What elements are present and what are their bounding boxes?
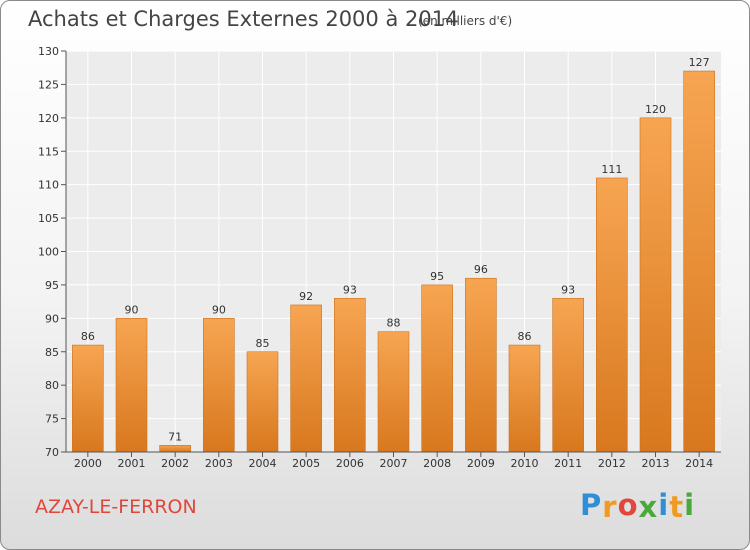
x-tick-label: 2007 [380, 457, 408, 470]
bar-value-label: 92 [299, 290, 313, 303]
logo-letter: i [658, 488, 670, 522]
y-tick-label: 130 [38, 45, 59, 58]
x-tick-label: 2011 [554, 457, 582, 470]
bar-value-label: 90 [125, 303, 139, 316]
bar-value-label: 93 [343, 283, 357, 296]
x-tick-label: 2009 [467, 457, 495, 470]
bar-value-label: 71 [168, 430, 182, 443]
logo-letter: t [669, 490, 685, 524]
bar-value-label: 86 [518, 330, 532, 343]
place-name: AZAY-LE-FERRON [35, 496, 197, 518]
bar [290, 304, 322, 453]
y-tick-label: 105 [38, 212, 59, 225]
x-tick-label: 2012 [598, 457, 626, 470]
bar [596, 177, 628, 453]
bar-value-label: 88 [387, 317, 401, 330]
bar [115, 318, 148, 453]
bar [159, 445, 191, 453]
y-tick-label: 100 [38, 246, 59, 259]
x-tick-label: 2000 [74, 457, 102, 470]
y-tick-label: 70 [45, 446, 59, 459]
logo-letter: o [617, 488, 639, 522]
bar [639, 117, 672, 453]
y-tick-label: 75 [45, 413, 59, 426]
bar-value-label: 95 [430, 270, 444, 283]
x-tick-label: 2006 [336, 457, 364, 470]
bar [203, 318, 235, 453]
bar [72, 344, 104, 453]
logo-letter: x [638, 490, 659, 524]
y-tick-label: 110 [38, 179, 59, 192]
y-tick-label: 115 [38, 145, 59, 158]
logo-letter: r [602, 490, 618, 524]
x-tick-label: 2002 [161, 457, 189, 470]
bar [552, 297, 584, 453]
x-tick-label: 2004 [249, 457, 277, 470]
x-tick-label: 2003 [205, 457, 233, 470]
bar [683, 70, 715, 453]
bar-value-label: 120 [645, 103, 666, 116]
bar [377, 331, 410, 453]
proxiti-logo[interactable]: Proxiti [580, 488, 696, 524]
x-tick-label: 2014 [685, 457, 713, 470]
bar-value-label: 96 [474, 263, 488, 276]
bar [465, 277, 497, 453]
bar-value-label: 111 [601, 163, 622, 176]
x-tick-label: 2013 [642, 457, 670, 470]
chart-title: Achats et Charges Externes 2000 à 2014 [28, 7, 459, 31]
y-tick-label: 90 [45, 312, 59, 325]
x-tick-label: 2001 [118, 457, 146, 470]
logo-letter: i [684, 488, 696, 522]
bar [334, 297, 366, 453]
bar-value-label: 127 [689, 56, 710, 69]
bar-value-label: 86 [81, 330, 95, 343]
y-tick-label: 120 [38, 112, 59, 125]
bar [246, 351, 279, 453]
x-tick-label: 2010 [511, 457, 539, 470]
y-tick-label: 125 [38, 78, 59, 91]
chart-subtitle: (en milliers d'€) [418, 14, 513, 28]
bar-value-label: 93 [561, 283, 575, 296]
y-tick-label: 80 [45, 379, 59, 392]
logo-letter: P [580, 488, 603, 522]
x-tick-label: 2008 [423, 457, 451, 470]
x-tick-label: 2005 [292, 457, 320, 470]
bar [508, 344, 541, 453]
y-tick-label: 85 [45, 346, 59, 359]
bar [421, 284, 453, 453]
y-tick-label: 95 [45, 279, 59, 292]
bar-value-label: 85 [256, 337, 270, 350]
bar-value-label: 90 [212, 303, 226, 316]
